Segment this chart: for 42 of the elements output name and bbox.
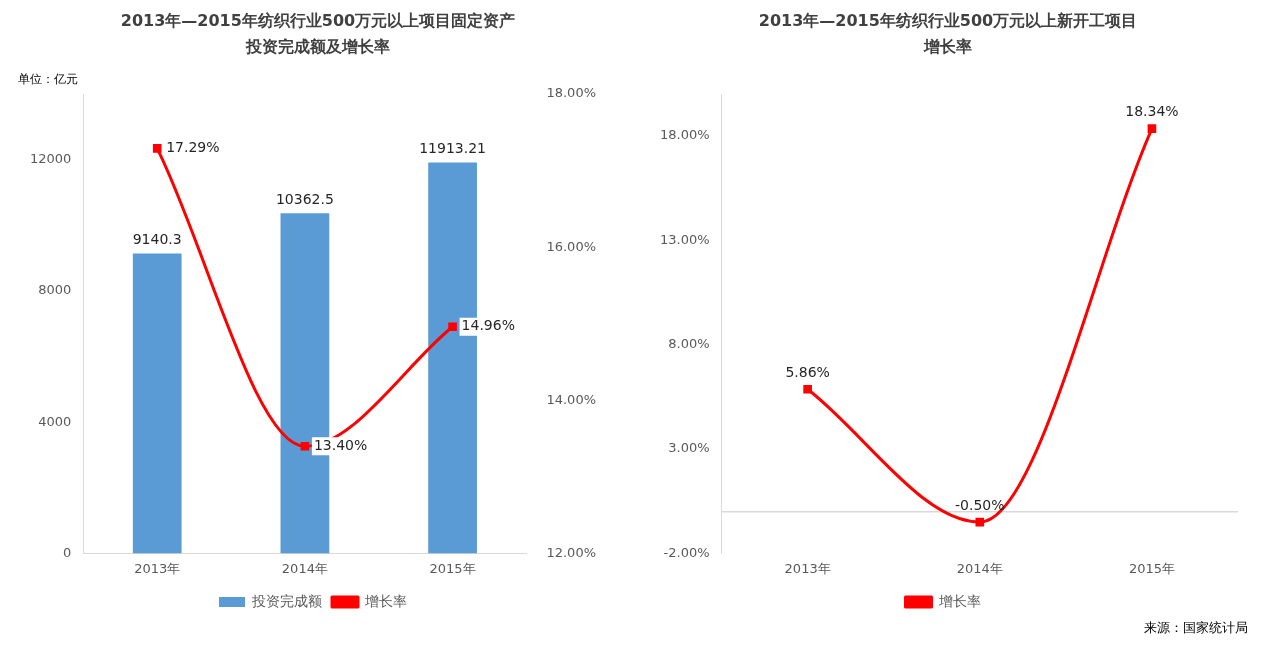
point: [448, 322, 457, 332]
x-tick-label: 2015年: [429, 560, 476, 576]
y-axis-title: 单位：亿元: [18, 72, 78, 87]
y2-tick-label: 12.00%: [546, 544, 597, 560]
x-tick-label: 2013年: [784, 560, 831, 576]
point: [975, 517, 985, 527]
data-label: 18.34%: [1125, 103, 1179, 120]
y-tick-label: 0: [63, 544, 72, 560]
x-tick-label: 2014年: [281, 560, 328, 576]
data-label: 17.29%: [166, 139, 220, 155]
point: [1147, 124, 1157, 133]
legend-label: 投资完成额: [251, 592, 322, 609]
y-tick-label: 8.00%: [668, 335, 710, 351]
data-label: 5.86%: [785, 363, 830, 380]
bar: [132, 253, 182, 554]
data-label: -0.50%: [955, 496, 1005, 513]
y2-tick-label: 16.00%: [546, 238, 597, 254]
data-label: 11913.21: [419, 140, 486, 157]
x-tick-label: 2014年: [956, 560, 1003, 576]
data-label: 13.40%: [313, 436, 368, 453]
y-tick-label: 12000: [30, 151, 72, 166]
y-tick-label: 3.00%: [668, 440, 710, 456]
y-tick-label: 8000: [38, 282, 72, 298]
y2-tick-label: 14.00%: [546, 391, 597, 407]
chart-title: 2013年—2015年纺织行业500万元以上项目固定资产投资完成额及增长率: [119, 10, 517, 58]
point: [803, 384, 812, 394]
data-label: 9140.3: [132, 231, 182, 248]
legend-label: 增长率: [364, 592, 407, 609]
y-tick-label: 18.00%: [659, 127, 710, 143]
point: [152, 144, 162, 153]
source-note: 来源：国家统计局: [1143, 619, 1249, 637]
y-tick-label: -2.00%: [663, 544, 710, 560]
legend-label: 增长率: [937, 592, 981, 609]
y-tick-label: 4000: [38, 413, 72, 429]
data-label: 10362.5: [275, 191, 334, 207]
x-tick-label: 2013年: [134, 560, 181, 576]
x-tick-label: 2015年: [1128, 560, 1175, 576]
point: [300, 441, 310, 451]
y2-tick-label: 18.00%: [546, 85, 597, 101]
data-label: 14.96%: [461, 317, 515, 334]
y-tick-label: 13.00%: [659, 231, 710, 247]
chart-title: 2013年—2015年纺织行业500万元以上新开工项目增长率: [758, 10, 1138, 58]
